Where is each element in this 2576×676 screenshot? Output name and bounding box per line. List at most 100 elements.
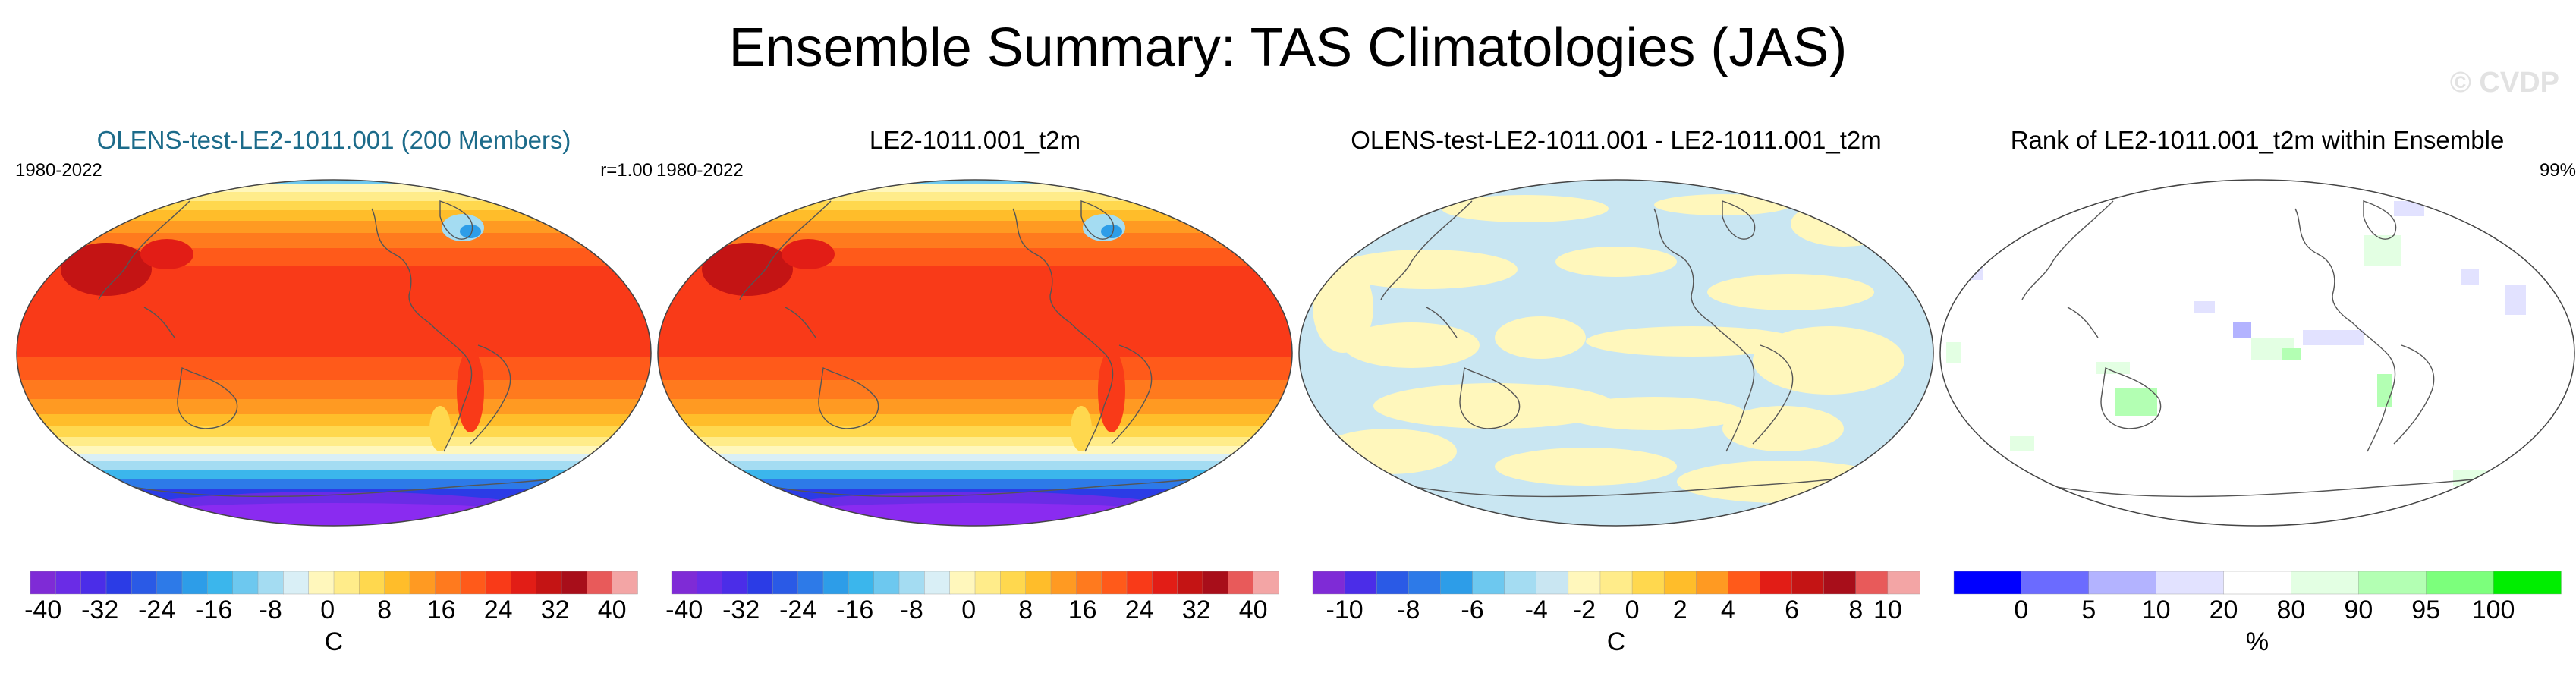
colorbar-swatch [1152, 571, 1178, 595]
colorbar-tick-label: 20 [2210, 596, 2238, 624]
positive-difference-region [1313, 262, 1373, 353]
map-border [1298, 179, 1934, 527]
panel-title: Rank of LE2-1011.001_t2m within Ensemble [2010, 126, 2505, 154]
positive-difference-region [1707, 274, 1874, 310]
temperature-band [17, 201, 651, 211]
positive-difference-region [1722, 406, 1844, 451]
colorbar-swatch [1076, 571, 1102, 595]
coastline [1710, 322, 1755, 452]
panel-title: OLENS-test-LE2-1011.001 (200 Members) [96, 126, 571, 154]
coastline [2363, 200, 2397, 240]
land-region [429, 406, 451, 451]
coastline [739, 200, 832, 300]
colorbar-swatch [671, 571, 698, 595]
colorbar-swatch [181, 571, 209, 595]
rank-stat-label: 99% [2539, 160, 2576, 181]
colorbar-swatch [561, 571, 588, 595]
colorbar-swatch [333, 571, 360, 595]
colorbar-units: C [325, 627, 344, 656]
hot-region [702, 243, 793, 296]
colorbar-swatch [1228, 571, 1254, 595]
temperature-band [17, 221, 651, 234]
colorbar-tick-label: 95 [2411, 596, 2440, 624]
temperature-band [17, 180, 651, 185]
positive-difference-region [1555, 247, 1677, 277]
colorbar-swatch [2156, 571, 2225, 595]
temperature-band [17, 192, 651, 202]
colorbar-tick-label: -6 [1461, 596, 1483, 624]
figure-title: Ensemble Summary: TAS Climatologies (JAS… [728, 17, 1848, 78]
colorbar-units: C [1607, 627, 1626, 656]
colorbar-tick-label: -32 [722, 596, 760, 624]
colorbar-tick-label: 0 [320, 596, 335, 624]
coastline [371, 208, 429, 323]
coastline [143, 307, 175, 338]
colorbar-swatch [1472, 571, 1505, 595]
colorbar-swatch [359, 571, 385, 595]
colorbar-tick-label: -4 [1525, 596, 1548, 624]
temperature-band [658, 461, 1292, 471]
rank-cell [2010, 436, 2034, 451]
colorbar-swatch [772, 571, 799, 595]
colorbar-tick-label: 90 [2344, 596, 2373, 624]
colorbar-swatch [747, 571, 774, 595]
temperature-band [658, 437, 1292, 447]
colorbar-swatch [409, 571, 436, 595]
colorbar-swatch [1408, 571, 1442, 595]
colorbar-tick-label: 32 [541, 596, 570, 624]
antarctica [91, 503, 577, 526]
colorbar-swatch [1050, 571, 1077, 595]
colorbar: -10 -8 -6 -4 -2 0 2 4 6 8 10 C [1312, 571, 1920, 656]
colorbar-swatch [1253, 571, 1279, 595]
colorbar: -40 -32 -24 -16 -8 0 8 16 24 32 40 C [24, 571, 638, 656]
colorbar-swatch [1536, 571, 1569, 595]
colorbar-swatch [2291, 571, 2360, 595]
positive-difference-region [1753, 326, 1904, 395]
colorbar-tick-label: -8 [1397, 596, 1420, 624]
temperature-band [17, 454, 651, 462]
colorbar-swatch [822, 571, 850, 595]
colorbar-swatch [1000, 571, 1027, 595]
coastline [470, 344, 511, 445]
colorbar-tick-label: -24 [779, 596, 816, 624]
colorbar-tick-label: -40 [24, 596, 61, 624]
colorbar-tick-label: 24 [1125, 596, 1154, 624]
map-difference [1298, 179, 1934, 527]
colorbar: 0 5 10 20 80 90 95 100% [1953, 571, 2562, 656]
colorbar-swatch [1376, 571, 1410, 595]
colorbar-swatch [873, 571, 900, 595]
temperature-band [17, 479, 651, 489]
colorbar-tick-label: 8 [1848, 596, 1863, 624]
colorbar-swatch [1440, 571, 1474, 595]
colorbar-swatch [1728, 571, 1761, 595]
colorbar-tick-label: 6 [1785, 596, 1799, 624]
coastline [818, 366, 879, 429]
colorbar-tick-label: 100 [2472, 596, 2515, 624]
positive-difference-region [1373, 383, 1616, 429]
colorbar-swatch [1855, 571, 1889, 595]
panel-observation: LE2-1011.001_t2m 1980-2022 -40 -32 -24 -16-… [656, 118, 1294, 671]
positive-difference-region [1563, 397, 1745, 430]
temperature-band [658, 184, 1292, 193]
colorbar-tick-label: 2 [1673, 596, 1687, 624]
temperature-band [658, 380, 1292, 400]
coastline [1069, 322, 1114, 452]
period-label: 1980-2022 [15, 160, 102, 181]
colorbar-swatch [283, 571, 310, 595]
colorbar-swatch [80, 571, 107, 595]
colorbar-tick-label: 16 [1068, 596, 1097, 624]
coastline [439, 200, 473, 240]
coastline [1111, 344, 1153, 445]
land-region [1071, 406, 1092, 451]
land-region [457, 349, 484, 432]
temperature-band [658, 470, 1292, 480]
temperature-band [17, 461, 651, 471]
rank-cell [2453, 470, 2486, 486]
colorbar-swatch [1887, 571, 1920, 595]
colorbar-swatch [2493, 571, 2562, 595]
coastline [1080, 200, 1115, 240]
antarctica [732, 503, 1218, 526]
colorbar-tick-label: 32 [1182, 596, 1211, 624]
coastline [1752, 344, 1794, 445]
coastline [1722, 200, 1756, 240]
